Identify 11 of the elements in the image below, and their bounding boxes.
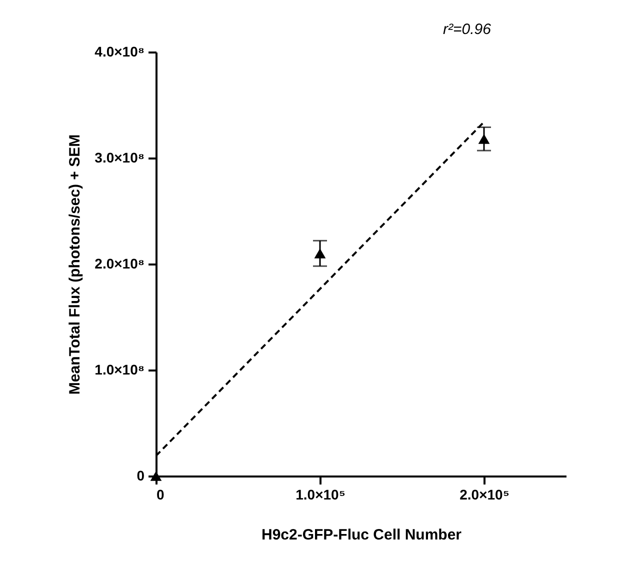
y-tick-label: 1.0×10⁸ bbox=[94, 362, 144, 378]
x-axis-title: H9c2-GFP-Fluc Cell Number bbox=[261, 526, 462, 544]
y-tick-label: 2.0×10⁸ bbox=[94, 256, 144, 272]
text: r²=0.96 bbox=[443, 21, 492, 38]
y-tick-label: 3.0×10⁸ bbox=[94, 150, 144, 166]
y-tick-label: 4.0×10⁸ bbox=[94, 44, 144, 60]
x-tick-label: 2.0×10⁵ bbox=[460, 486, 510, 502]
y-axis-title: MeanTotal Flux (photons/sec) + SEM bbox=[66, 134, 84, 395]
x-tick-label: 1.0×10⁵ bbox=[296, 486, 346, 502]
y-tick-label: 0 bbox=[136, 468, 145, 484]
x-tick-label: 0 bbox=[156, 486, 164, 502]
